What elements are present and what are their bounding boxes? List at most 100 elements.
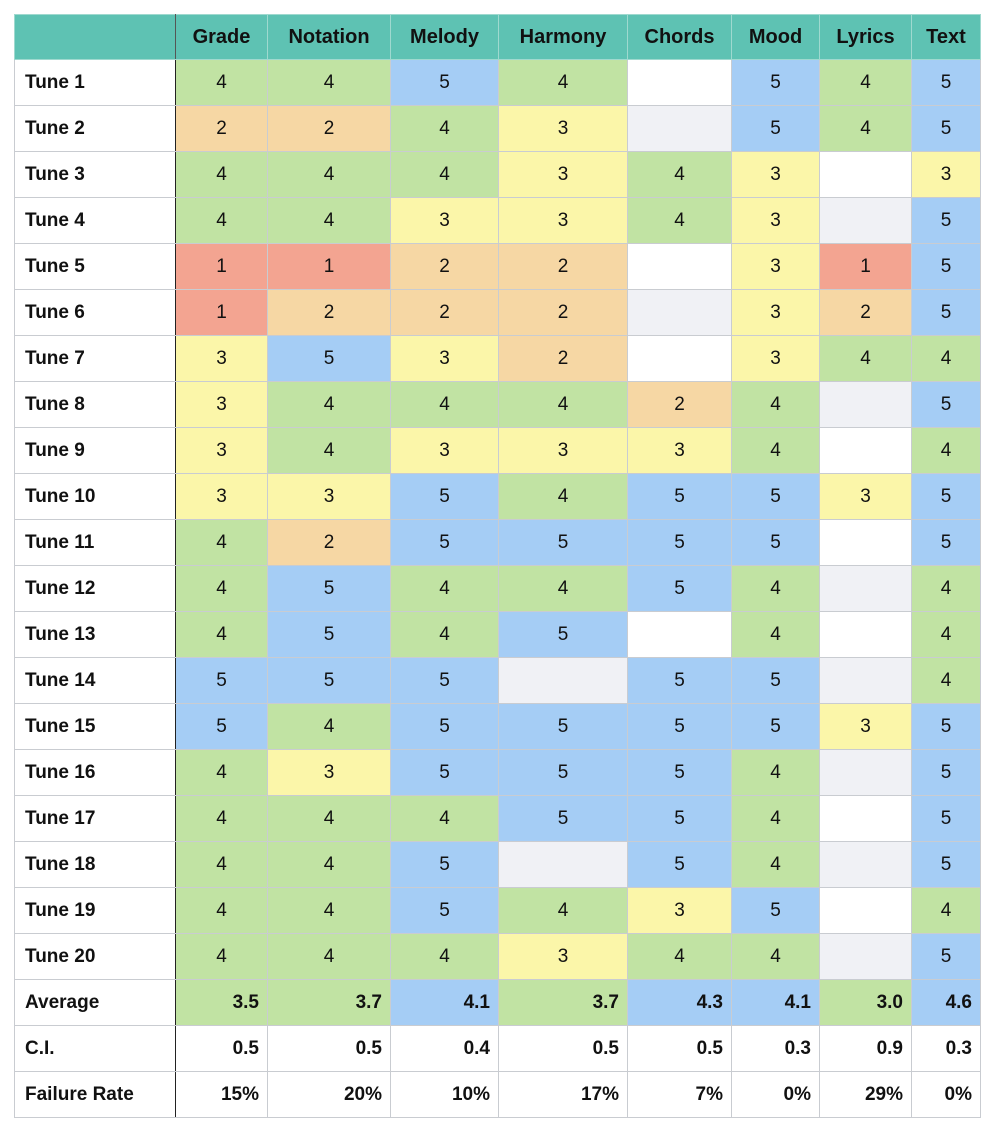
table-row: Tune 12 4 5 4 4 5 4 4 <box>14 565 981 612</box>
rating-cell: 5 <box>390 519 499 566</box>
rating-cell: 5 <box>390 841 499 888</box>
summary-cell: 0% <box>911 1071 981 1118</box>
column-header-harmony: Harmony <box>498 14 628 60</box>
rating-cell: 4 <box>175 519 268 566</box>
rating-cell: 5 <box>911 105 981 152</box>
summary-label: Failure Rate <box>14 1071 176 1118</box>
rating-cell: 2 <box>267 105 391 152</box>
column-header-grade: Grade <box>175 14 268 60</box>
summary-cell: 4.1 <box>731 979 820 1026</box>
rating-cell: 2 <box>498 335 628 382</box>
rating-cell: 5 <box>627 565 732 612</box>
rating-cell: 5 <box>911 381 981 428</box>
summary-cell: 20% <box>267 1071 391 1118</box>
header-row: Grade Notation Melody Harmony Chords Moo… <box>14 14 981 60</box>
summary-cell: 17% <box>498 1071 628 1118</box>
rating-cell: 4 <box>267 381 391 428</box>
rating-cell: 4 <box>175 59 268 106</box>
rating-cell: 4 <box>911 427 981 474</box>
rating-cell: 3 <box>819 473 912 520</box>
summary-cell: 0.5 <box>175 1025 268 1072</box>
rating-cell: 5 <box>627 473 732 520</box>
rating-cell: 3 <box>498 151 628 198</box>
rating-cell: 5 <box>731 887 820 934</box>
rating-cell <box>627 611 732 658</box>
rating-cell <box>819 427 912 474</box>
rating-cell <box>819 565 912 612</box>
rating-cell: 4 <box>731 611 820 658</box>
rating-cell <box>819 933 912 980</box>
rating-cell: 4 <box>175 841 268 888</box>
rating-cell <box>498 657 628 704</box>
rating-cell: 2 <box>267 289 391 336</box>
row-label: Tune 19 <box>14 887 176 934</box>
rating-cell: 2 <box>175 105 268 152</box>
column-header-lyrics: Lyrics <box>819 14 912 60</box>
rating-cell: 5 <box>627 795 732 842</box>
rating-cell: 4 <box>498 565 628 612</box>
rating-cell: 5 <box>267 611 391 658</box>
rating-cell: 4 <box>267 197 391 244</box>
rating-cell <box>627 335 732 382</box>
rating-cell: 4 <box>175 611 268 658</box>
row-label: Tune 10 <box>14 473 176 520</box>
rating-cell: 3 <box>175 335 268 382</box>
table-row: Tune 18 4 4 5 5 4 5 <box>14 841 981 888</box>
column-header-chords: Chords <box>627 14 732 60</box>
rating-cell: 5 <box>390 887 499 934</box>
summary-cell: 3.7 <box>267 979 391 1026</box>
rating-cell: 5 <box>911 473 981 520</box>
rating-cell: 3 <box>627 887 732 934</box>
summary-row: Failure Rate 15% 20% 10% 17% 7% 0% 29% 0% <box>14 1071 981 1118</box>
rating-cell: 5 <box>911 795 981 842</box>
rating-cell: 4 <box>390 565 499 612</box>
rating-cell: 4 <box>911 565 981 612</box>
rating-cell: 5 <box>627 703 732 750</box>
column-header-notation: Notation <box>267 14 391 60</box>
rating-cell: 3 <box>731 289 820 336</box>
row-label: Tune 14 <box>14 657 176 704</box>
summary-cell: 0.9 <box>819 1025 912 1072</box>
rating-cell: 4 <box>731 841 820 888</box>
row-label: Tune 12 <box>14 565 176 612</box>
rating-cell: 4 <box>175 197 268 244</box>
rating-cell: 2 <box>390 289 499 336</box>
rating-cell: 2 <box>267 519 391 566</box>
rating-cell: 5 <box>267 565 391 612</box>
rating-cell: 4 <box>267 841 391 888</box>
rating-cell: 3 <box>390 335 499 382</box>
rating-cell: 5 <box>627 519 732 566</box>
rating-cell: 3 <box>390 197 499 244</box>
summary-label: Average <box>14 979 176 1026</box>
row-label: Tune 8 <box>14 381 176 428</box>
rating-cell: 4 <box>819 335 912 382</box>
rating-cell: 5 <box>731 59 820 106</box>
rating-cell <box>819 795 912 842</box>
rating-cell: 5 <box>731 105 820 152</box>
rating-cell: 5 <box>731 473 820 520</box>
rating-cell: 5 <box>267 657 391 704</box>
row-label: Tune 3 <box>14 151 176 198</box>
summary-cell: 7% <box>627 1071 732 1118</box>
rating-cell: 5 <box>498 749 628 796</box>
summary-cell: 29% <box>819 1071 912 1118</box>
rating-cell: 4 <box>175 565 268 612</box>
rating-cell: 4 <box>627 197 732 244</box>
rating-cell: 5 <box>498 519 628 566</box>
row-label: Tune 6 <box>14 289 176 336</box>
rating-cell: 4 <box>498 887 628 934</box>
rating-cell: 3 <box>267 749 391 796</box>
rating-cell: 4 <box>390 611 499 658</box>
rating-cell: 2 <box>498 289 628 336</box>
rating-cell: 2 <box>498 243 628 290</box>
rating-cell: 5 <box>390 703 499 750</box>
rating-cell: 5 <box>627 657 732 704</box>
rating-cell: 4 <box>819 105 912 152</box>
rating-cell: 1 <box>175 243 268 290</box>
rating-cell <box>819 197 912 244</box>
summary-cell: 0.5 <box>267 1025 391 1072</box>
table-row: Tune 15 5 4 5 5 5 5 3 5 <box>14 703 981 750</box>
table-row: Tune 14 5 5 5 5 5 4 <box>14 657 981 704</box>
